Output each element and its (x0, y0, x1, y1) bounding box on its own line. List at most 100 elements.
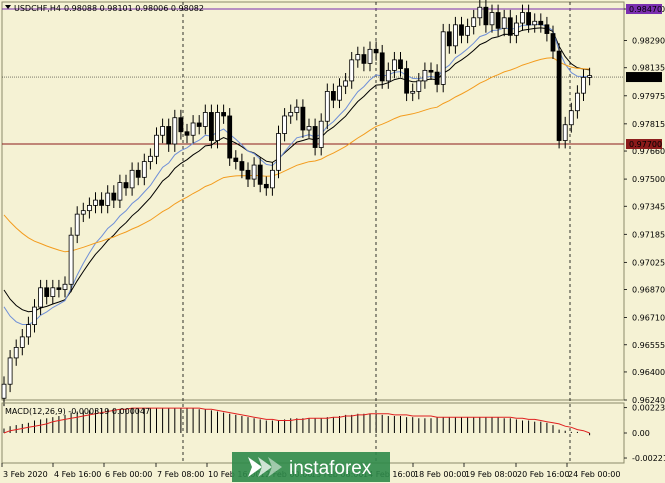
candle-body (428, 69, 434, 73)
candle-body (544, 24, 550, 34)
macd-scale: 0.002238 0.00 -0.002210 (624, 404, 665, 463)
macd-label: MACD(12,26,9) -0.000319 0.000047 (5, 407, 150, 416)
candle-body (227, 115, 233, 159)
main-panel: 0.98470 0.98290 0.98135 0.97975 0.97815 0.976… (1, 0, 665, 463)
candle-body (398, 59, 403, 70)
candle-body (25, 324, 31, 338)
candle-body (208, 112, 214, 141)
price-tick-label: 0.98135 (632, 64, 665, 73)
candle-body (123, 182, 129, 189)
candle-body (391, 59, 397, 71)
price-mark-label: 0.97700 (629, 140, 662, 149)
candle-body (105, 192, 111, 206)
candle-body (465, 26, 471, 36)
time-tick-label: 18 Feb 00:00 (414, 470, 466, 479)
price-mark-label: 0.98082 (629, 73, 662, 82)
chart-header: USDCHF,H4 0.98088 0.98101 0.98006 0.9808… (5, 4, 204, 13)
candle-body (178, 117, 184, 133)
symbol-label: USDCHF,H4 (14, 4, 61, 13)
macd-tick-label: 0.00 (632, 429, 650, 438)
dropdown-triangle-icon (5, 5, 11, 9)
candle-body (520, 12, 525, 24)
macd-tick-label: 0.002238 (632, 404, 665, 413)
candle-body (550, 33, 556, 52)
candle-body (160, 126, 166, 136)
candle-body (355, 54, 361, 61)
candle-body (361, 54, 367, 64)
price-mark-box (626, 4, 662, 15)
candle-body (404, 68, 410, 94)
time-tick-label: 24 Feb 00:00 (568, 470, 620, 479)
candle-body (282, 115, 288, 134)
candle-body (477, 6, 483, 19)
candle-body (495, 12, 501, 29)
candle-body (538, 20, 544, 26)
candle-body (276, 133, 281, 171)
candle-body (166, 126, 172, 145)
time-tick-label: 6 Feb 00:00 (105, 470, 152, 479)
price-tick-label: 0.97185 (632, 230, 665, 239)
candle-body (80, 210, 86, 215)
candle-body (410, 91, 416, 94)
macd-histogram (3, 408, 591, 436)
candle-body (379, 52, 385, 82)
candle-body (337, 85, 342, 101)
candlesticks (1, 0, 592, 407)
candle-body (93, 199, 98, 206)
price-tick-label: 0.98290 (632, 37, 665, 46)
candle-body (471, 17, 477, 27)
candle-body (117, 182, 123, 201)
time-tick-label: 3 Feb 2020 (3, 470, 48, 479)
candle-body (385, 69, 391, 82)
price-tick-label: 0.97660 (632, 147, 665, 156)
candle-body (87, 204, 92, 212)
price-tick-label: 0.96710 (632, 314, 665, 323)
macd-tick-label: -0.002210 (632, 454, 665, 463)
candle-body (245, 169, 251, 180)
time-tick-label: 19 Feb 08:00 (465, 470, 517, 479)
candle-body (32, 306, 37, 326)
price-scale: 0.98470 0.98290 0.98135 0.97975 0.97815 0.976… (624, 5, 665, 405)
candle-body (306, 126, 312, 131)
moving-average-3 (3, 57, 590, 253)
price-tick-label: 0.96240 (632, 396, 665, 405)
candle-body (416, 80, 422, 92)
time-tick-label: 7 Feb 08:00 (157, 470, 204, 479)
candle-body (233, 157, 239, 162)
candle-body (514, 22, 519, 36)
time-tick-label: 20 Feb 16:00 (517, 470, 569, 479)
candle-body (56, 287, 62, 290)
candle-body (568, 110, 574, 126)
candle-body (263, 183, 269, 189)
price-tick-label: 0.96870 (632, 286, 665, 295)
candle-body (7, 357, 13, 385)
candle-body (483, 6, 489, 26)
candle-body (288, 112, 294, 117)
candle-body (300, 106, 306, 131)
candle-body (196, 122, 202, 127)
candle-body (68, 234, 74, 285)
candle-body (587, 75, 592, 78)
candle-body (446, 31, 452, 47)
candle-body (575, 92, 580, 112)
watermark-text: instaforex (289, 458, 372, 479)
candle-body (184, 131, 190, 136)
candle-body (459, 24, 464, 36)
price-tick-label: 0.97345 (632, 202, 665, 211)
macd-signal (3, 407, 590, 434)
candle-body (294, 106, 300, 113)
candle-body (147, 155, 153, 162)
candle-body (324, 91, 330, 122)
candle-body (422, 69, 428, 82)
candle-body (172, 117, 178, 145)
macd-signal-line (3, 407, 590, 434)
candle-body (257, 164, 263, 185)
price-tick-label: 0.96555 (632, 341, 665, 350)
price-tick-label: 0.96400 (632, 368, 665, 377)
candle-body (215, 112, 220, 141)
price-tick-label: 0.97500 (632, 175, 665, 184)
candle-body (330, 91, 336, 101)
candle-body (251, 164, 257, 180)
candle-body (532, 20, 538, 26)
